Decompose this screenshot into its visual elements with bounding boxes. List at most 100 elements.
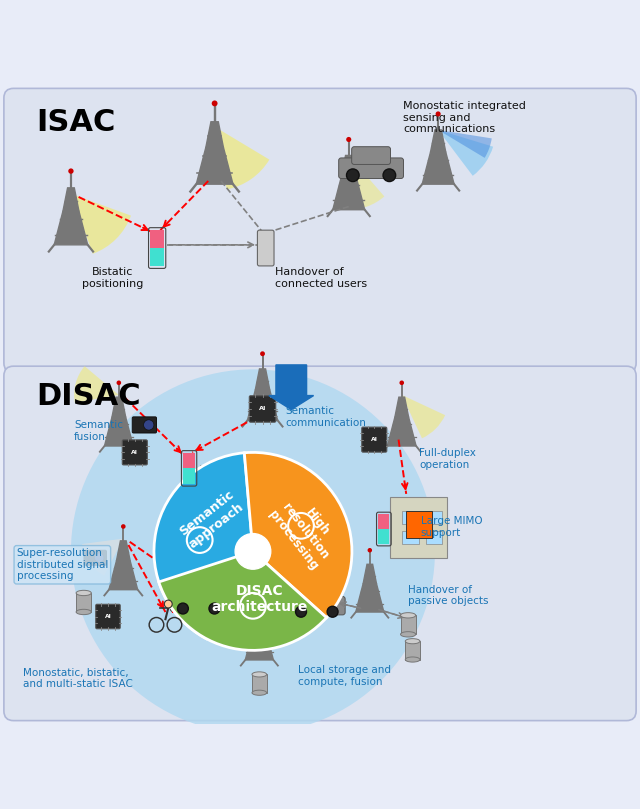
Ellipse shape [252, 690, 267, 695]
Wedge shape [154, 453, 253, 639]
Ellipse shape [252, 671, 267, 677]
Circle shape [187, 527, 212, 553]
Circle shape [68, 168, 74, 174]
Bar [402, 510, 419, 524]
FancyBboxPatch shape [96, 604, 120, 629]
Circle shape [143, 420, 154, 430]
FancyBboxPatch shape [351, 146, 390, 164]
Wedge shape [244, 452, 352, 617]
Polygon shape [422, 152, 454, 184]
Text: Handover of
passive objects: Handover of passive objects [408, 585, 488, 606]
Polygon shape [206, 122, 223, 147]
Wedge shape [348, 155, 385, 210]
Text: Semantic
communication: Semantic communication [285, 406, 365, 428]
FancyBboxPatch shape [378, 514, 389, 529]
Circle shape [260, 351, 265, 356]
FancyBboxPatch shape [378, 529, 389, 544]
Text: Semantic
approach: Semantic approach [177, 488, 246, 551]
Ellipse shape [76, 609, 92, 615]
Polygon shape [109, 561, 138, 590]
Polygon shape [395, 397, 408, 417]
FancyBboxPatch shape [150, 230, 164, 248]
Wedge shape [402, 395, 445, 438]
Circle shape [240, 593, 266, 619]
Wedge shape [438, 130, 492, 158]
Polygon shape [341, 155, 356, 178]
FancyBboxPatch shape [183, 468, 195, 484]
Circle shape [71, 370, 435, 734]
Text: DISAC: DISAC [36, 382, 140, 411]
Circle shape [346, 169, 359, 181]
Text: Full-duplex
operation: Full-duplex operation [419, 448, 476, 469]
Text: Handover of
connected users: Handover of connected users [275, 267, 367, 289]
Ellipse shape [76, 591, 92, 595]
Wedge shape [74, 366, 119, 403]
Circle shape [164, 600, 172, 608]
Wedge shape [438, 130, 493, 176]
Circle shape [95, 553, 104, 562]
Text: Monostatic integrated
sensing and
communications: Monostatic integrated sensing and commun… [403, 101, 526, 134]
Wedge shape [71, 194, 131, 254]
FancyBboxPatch shape [390, 498, 447, 557]
Bar [426, 510, 442, 524]
Ellipse shape [405, 638, 420, 644]
Polygon shape [363, 565, 376, 584]
Bar [76, 593, 92, 612]
Circle shape [383, 169, 396, 181]
Text: AI: AI [131, 450, 138, 455]
FancyBboxPatch shape [170, 593, 227, 612]
Circle shape [288, 513, 314, 539]
FancyBboxPatch shape [182, 583, 216, 599]
FancyArrow shape [269, 365, 314, 409]
Circle shape [121, 524, 125, 529]
Polygon shape [104, 417, 133, 446]
Polygon shape [387, 417, 416, 446]
Circle shape [235, 534, 271, 570]
Circle shape [296, 606, 307, 617]
FancyBboxPatch shape [362, 427, 387, 452]
Wedge shape [159, 552, 326, 650]
Circle shape [436, 112, 441, 116]
Text: Local storage and
compute, fusion: Local storage and compute, fusion [298, 665, 390, 687]
Polygon shape [255, 369, 270, 390]
Text: Bistatic
positioning: Bistatic positioning [82, 267, 143, 289]
Circle shape [257, 596, 262, 600]
Text: DISAC
architecture: DISAC architecture [211, 584, 307, 614]
Polygon shape [196, 147, 233, 184]
Circle shape [367, 548, 372, 553]
Text: AI: AI [259, 406, 266, 412]
Polygon shape [356, 584, 384, 612]
Ellipse shape [401, 612, 416, 618]
Polygon shape [116, 541, 130, 561]
Polygon shape [63, 188, 79, 211]
FancyBboxPatch shape [300, 587, 334, 603]
Circle shape [209, 603, 220, 614]
Circle shape [346, 137, 351, 142]
Polygon shape [333, 178, 365, 210]
Text: High
resolution
processing: High resolution processing [266, 489, 344, 573]
Text: Semantic
fusion: Semantic fusion [74, 421, 123, 442]
Ellipse shape [401, 632, 416, 637]
FancyBboxPatch shape [289, 596, 345, 615]
Polygon shape [112, 397, 125, 417]
FancyBboxPatch shape [4, 366, 636, 721]
Text: ISAC: ISAC [36, 108, 115, 137]
Circle shape [399, 380, 404, 385]
Text: Large MIMO
support: Large MIMO support [421, 516, 483, 538]
Polygon shape [431, 130, 446, 152]
Text: AI: AI [371, 437, 378, 443]
Circle shape [327, 606, 338, 617]
Text: AI: AI [104, 614, 111, 619]
Bar [252, 675, 267, 693]
Polygon shape [54, 211, 88, 245]
FancyBboxPatch shape [4, 88, 636, 373]
FancyBboxPatch shape [84, 550, 106, 565]
FancyBboxPatch shape [150, 248, 164, 266]
FancyBboxPatch shape [132, 417, 157, 433]
FancyBboxPatch shape [250, 396, 276, 422]
FancyBboxPatch shape [257, 230, 274, 266]
Polygon shape [245, 632, 273, 660]
Bar [426, 531, 442, 544]
Ellipse shape [405, 657, 420, 662]
Circle shape [212, 100, 218, 106]
